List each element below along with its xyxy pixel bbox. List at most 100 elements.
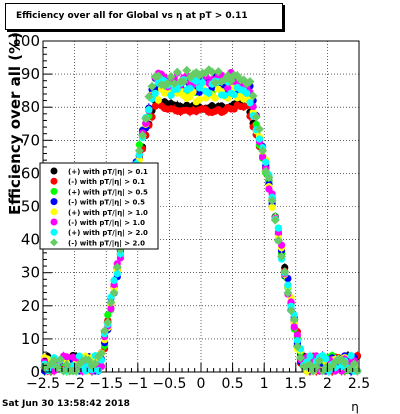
y-tick-label: 0 bbox=[30, 363, 40, 381]
data-point bbox=[49, 356, 59, 366]
y-tick-label: 100 bbox=[11, 32, 40, 50]
x-tick-label: −2.5 bbox=[26, 376, 60, 392]
x-tick-label: 1 bbox=[260, 376, 269, 392]
legend-marker bbox=[50, 187, 58, 195]
data-point bbox=[264, 172, 274, 182]
data-point bbox=[289, 315, 299, 325]
data-point bbox=[290, 323, 298, 331]
data-point bbox=[163, 78, 173, 88]
data-point bbox=[243, 89, 251, 97]
data-point bbox=[195, 84, 204, 92]
data-point bbox=[96, 349, 106, 359]
data-point bbox=[270, 215, 280, 225]
data-point bbox=[274, 224, 283, 232]
data-point bbox=[254, 124, 264, 134]
data-point bbox=[173, 85, 181, 93]
data-point bbox=[172, 67, 182, 77]
legend-box bbox=[39, 162, 159, 250]
data-point bbox=[138, 130, 148, 140]
data-point bbox=[311, 362, 321, 372]
x-tick-label: −1 bbox=[127, 376, 148, 392]
x-axis-label: η bbox=[351, 400, 359, 414]
y-tick-label: 90 bbox=[21, 65, 40, 83]
data-point bbox=[315, 356, 324, 366]
data-point bbox=[109, 288, 119, 298]
data-point bbox=[213, 67, 223, 77]
data-point bbox=[293, 331, 301, 339]
y-tick-label: 50 bbox=[21, 198, 40, 216]
legend-marker bbox=[50, 238, 58, 247]
y-tick-label: 10 bbox=[21, 330, 40, 348]
legend-label: (+) with pT/|η| > 1.0 bbox=[68, 209, 148, 218]
data-point bbox=[100, 326, 110, 336]
data-point bbox=[211, 94, 219, 102]
legend-marker bbox=[50, 228, 58, 236]
data-point bbox=[113, 270, 121, 278]
data-point bbox=[267, 196, 277, 206]
data-point bbox=[251, 112, 261, 122]
data-point bbox=[71, 366, 81, 376]
data-point bbox=[82, 367, 90, 375]
legend-label: (-) with pT/|η| > 0.1 bbox=[68, 178, 145, 187]
data-point bbox=[277, 251, 287, 261]
legend-label: (-) with pT/|η| > 2.0 bbox=[68, 239, 145, 248]
x-tick-label: −2 bbox=[64, 376, 85, 392]
legend-marker bbox=[50, 177, 58, 185]
data-point bbox=[261, 166, 271, 176]
data-point bbox=[110, 276, 118, 285]
legend-marker bbox=[50, 208, 58, 216]
data-point bbox=[192, 77, 200, 85]
data-point bbox=[75, 352, 83, 360]
data-point bbox=[52, 363, 62, 373]
y-tick-label: 60 bbox=[21, 164, 40, 182]
data-point bbox=[186, 84, 194, 92]
data-point bbox=[104, 311, 112, 319]
data-point bbox=[246, 99, 254, 107]
legend: (+) with pT/|η| > 0.1(-) with pT/|η| > 0… bbox=[39, 162, 159, 250]
data-point bbox=[55, 354, 65, 364]
data-point bbox=[195, 95, 204, 104]
x-tick-label: 0 bbox=[197, 376, 206, 392]
data-point bbox=[245, 77, 255, 87]
x-tick-label: 0.5 bbox=[221, 376, 243, 392]
data-point bbox=[145, 106, 153, 114]
data-point bbox=[259, 153, 267, 161]
data-point bbox=[347, 352, 355, 360]
data-point bbox=[221, 91, 229, 99]
data-point bbox=[296, 353, 306, 363]
data-point bbox=[141, 114, 151, 124]
data-point bbox=[255, 135, 264, 143]
series-layer bbox=[40, 65, 362, 376]
data-point bbox=[182, 65, 192, 75]
data-point bbox=[322, 355, 330, 363]
data-point bbox=[154, 96, 162, 104]
data-point bbox=[210, 78, 220, 88]
y-tick-label: 70 bbox=[21, 131, 40, 149]
data-point bbox=[286, 306, 296, 316]
x-tick-label: −0.5 bbox=[152, 376, 186, 392]
chart-title: Efficiency over all for Global vs η at p… bbox=[16, 11, 248, 21]
data-point bbox=[268, 203, 276, 211]
chart-title-box: Efficiency over all for Global vs η at p… bbox=[5, 3, 283, 30]
axes: −2.5 −2 −1.5 −1 −0.5 0 0.5 1 1.5 2 2.5 0 10 20 30 40 50 6… bbox=[11, 32, 370, 392]
data-point bbox=[306, 352, 314, 360]
data-point bbox=[352, 366, 362, 376]
legend-label: (-) with pT/|η| > 1.0 bbox=[68, 219, 145, 228]
legend-marker bbox=[50, 218, 58, 226]
data-point bbox=[107, 304, 115, 313]
legend-marker bbox=[50, 198, 58, 206]
data-point bbox=[112, 262, 122, 272]
legend-label: (+) with pT/|η| > 2.0 bbox=[68, 229, 148, 238]
data-point bbox=[63, 353, 71, 361]
data-point bbox=[292, 342, 302, 352]
legend-label: (+) with pT/|η| > 0.5 bbox=[68, 188, 148, 197]
data-point bbox=[90, 359, 100, 369]
data-point bbox=[283, 288, 293, 298]
y-tick-label: 80 bbox=[21, 98, 40, 116]
data-point bbox=[153, 71, 163, 81]
data-point bbox=[273, 236, 283, 246]
x-tick-label: 2.5 bbox=[348, 376, 370, 392]
data-point bbox=[135, 141, 143, 149]
data-point bbox=[142, 119, 150, 128]
